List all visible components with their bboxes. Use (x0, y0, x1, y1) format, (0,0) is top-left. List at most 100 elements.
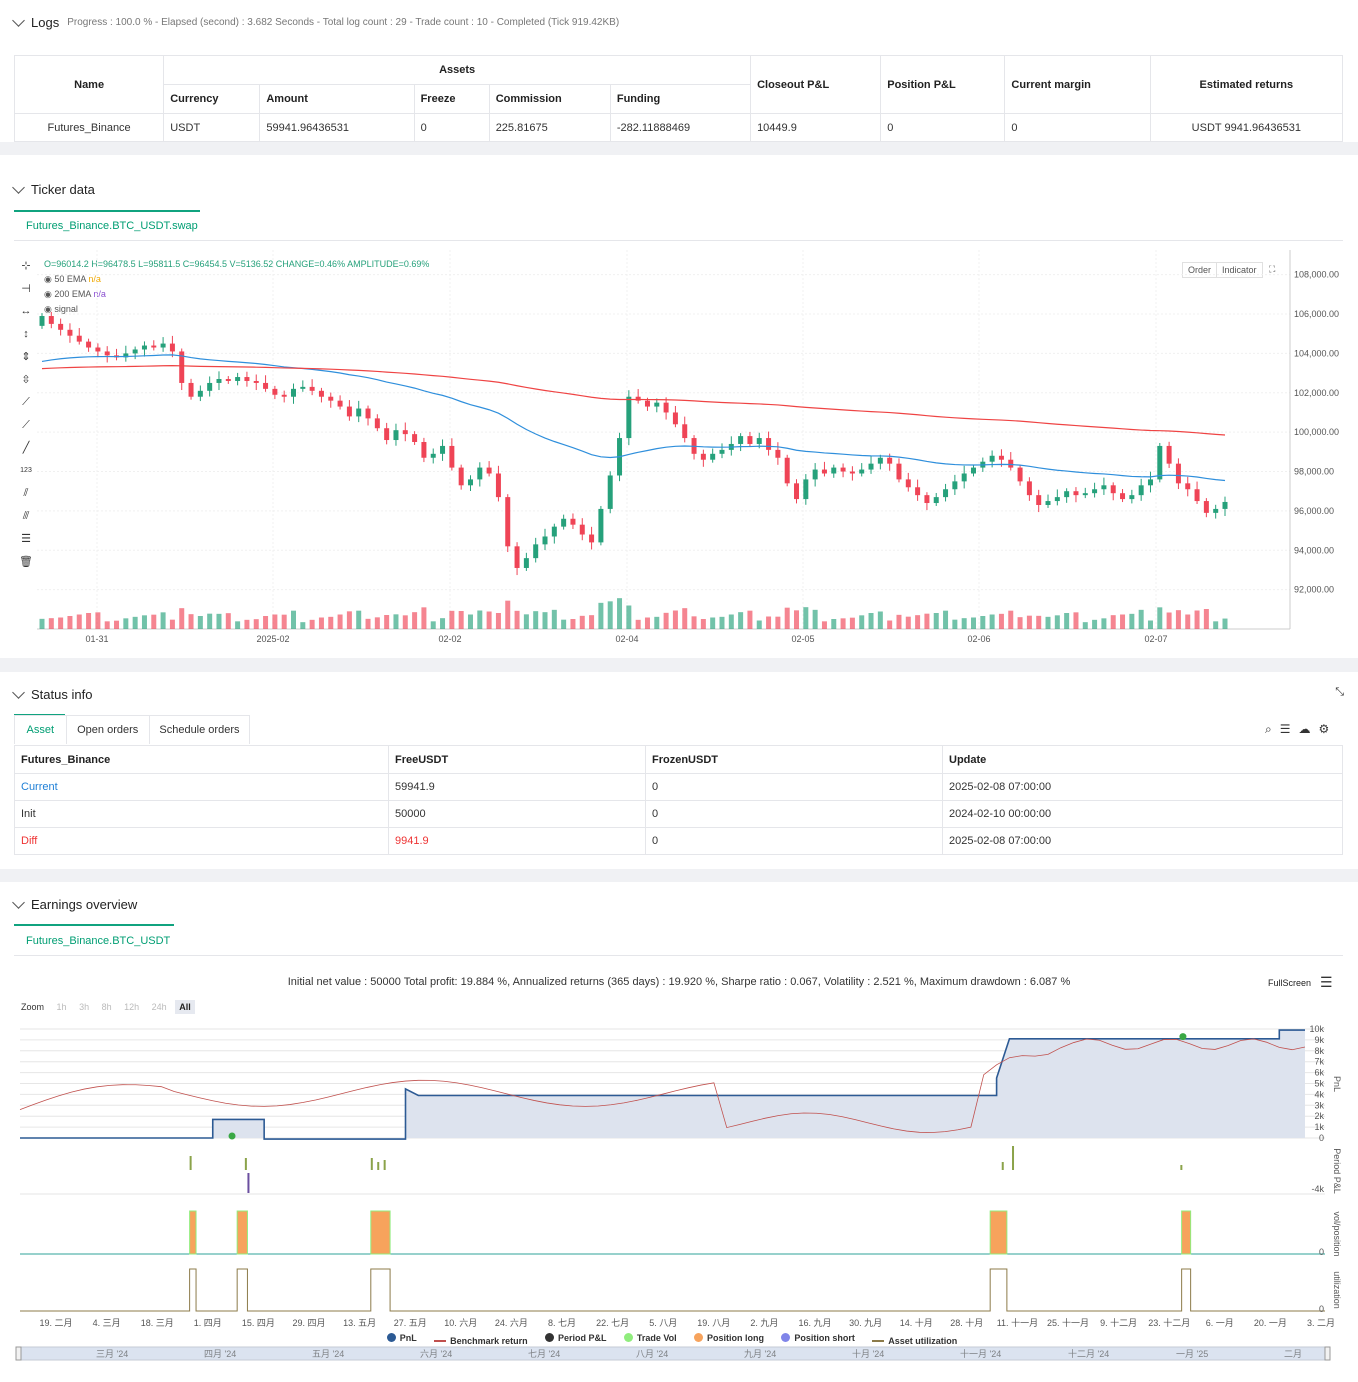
candle-body (95, 347, 101, 352)
volume-bar (523, 614, 529, 629)
candle-body (719, 449, 725, 454)
tab-schedule-orders[interactable]: Schedule orders (148, 716, 249, 744)
candle-body (337, 400, 343, 407)
earnings-header[interactable]: Earnings overview (12, 896, 137, 912)
volume-bar (39, 618, 45, 629)
status-header[interactable]: Status info (12, 686, 92, 702)
vertical-segment-icon[interactable]: ⇕ (21, 351, 31, 363)
zoom-8h[interactable]: 8h (101, 1002, 112, 1012)
navigator-label: 二月 (1284, 1349, 1302, 1359)
zoom-12h[interactable]: 12h (124, 1002, 140, 1012)
volume-bar (747, 610, 753, 629)
candle-body (365, 408, 371, 419)
legend-ema200[interactable]: ◉ 200 EMA n/a (44, 289, 106, 300)
gear-icon[interactable]: ⚙ (1318, 722, 1330, 736)
th-frozen: FrozenUSDT (645, 745, 943, 774)
legend-ema50-label: 50 EMA (54, 274, 86, 284)
volume-bar (244, 619, 250, 629)
legend-pnl[interactable]: PnL (386, 1333, 417, 1343)
x-tick-label: 2025-02 (256, 634, 289, 644)
volume-bar (943, 610, 949, 629)
ticker-header[interactable]: Ticker data (12, 181, 95, 197)
volume-bar (868, 613, 874, 629)
parallel-channel-icon[interactable]: ⫽ (23, 487, 29, 499)
tab-ticker-symbol[interactable]: Futures_Binance.BTC_USDT.swap (26, 220, 198, 232)
earnings-summary: Initial net value : 50000 Total profit: … (287, 976, 1071, 988)
legend-pnl-swatch (386, 1333, 396, 1342)
list-icon[interactable]: ☰ (1279, 722, 1291, 736)
candlestick-chart[interactable]: 108,000.00 106,000.00 104,000.00 102,000.00… (0, 155, 1358, 658)
candle-body (216, 379, 222, 383)
legend-position-long[interactable]: Position long (694, 1333, 764, 1343)
cloud-download-icon[interactable]: ☁ (1298, 722, 1311, 736)
indicator-button[interactable]: Indicator (1216, 262, 1263, 278)
vertical-line-icon[interactable]: ↕ (23, 328, 29, 340)
crosshair-icon[interactable]: ⊹ (21, 260, 31, 272)
horizontal-line-icon[interactable]: ⊣ (21, 283, 31, 295)
trend-line-icon[interactable]: ⟋ (22, 396, 30, 408)
legend-position-short[interactable]: Position short (781, 1333, 855, 1343)
order-button[interactable]: Order (1182, 262, 1218, 278)
vertical-ray-icon[interactable]: ⇳ (21, 374, 31, 386)
ray-line-icon[interactable]: ⟋ (22, 419, 30, 431)
period-bar (377, 1162, 380, 1170)
volume-bar (1194, 610, 1200, 629)
candle-body (998, 455, 1004, 460)
logs-header[interactable]: Logs Progress : 100.0 % - Elapsed (secon… (12, 14, 619, 30)
candle-body (579, 524, 585, 535)
eye-icon[interactable]: ◉ (44, 274, 52, 284)
candle-body (896, 463, 902, 480)
chevron-down-icon[interactable] (12, 14, 25, 27)
candle-body (831, 467, 837, 474)
volume-bar (859, 615, 865, 629)
cell-free: 9941.9 (388, 827, 646, 855)
cell-free: 50000 (388, 800, 646, 828)
trash-icon[interactable]: 🗑 (19, 556, 33, 568)
legend-benchmark[interactable]: Benchmark return (434, 1336, 528, 1346)
price-label-icon[interactable]: 123 (20, 467, 32, 474)
x-tick-label: 30. 九月 (849, 1318, 882, 1328)
eye-icon[interactable]: ◉ (44, 304, 52, 314)
volume-bar (384, 615, 390, 629)
volume-bar (551, 609, 557, 629)
y-tick-label: 4k (1314, 1089, 1324, 1099)
volume-bar (598, 602, 604, 629)
x-tick-label: 10. 六月 (444, 1317, 477, 1328)
menu-icon[interactable]: ☰ (1320, 974, 1333, 990)
volume-bar (1120, 614, 1126, 629)
legend-period-pnl[interactable]: Period P&L (544, 1333, 606, 1343)
segment-line-icon[interactable]: ╱ (22, 442, 30, 454)
zoom-all[interactable]: All (175, 1000, 195, 1014)
zoom-24h[interactable]: 24h (151, 1002, 167, 1012)
legend-signal[interactable]: ◉ signal (44, 304, 78, 315)
chevron-down-icon[interactable] (12, 686, 25, 699)
candle-body (1008, 459, 1014, 468)
volume-bar (1185, 614, 1191, 629)
navigator-label: 六月 '24 (420, 1348, 452, 1359)
expand-icon[interactable]: ⛶ (1264, 262, 1281, 277)
legend-asset-util[interactable]: Asset utilization (872, 1336, 957, 1346)
navigator-label: 十一月 '24 (960, 1348, 1001, 1359)
tab-asset[interactable]: Asset (26, 724, 55, 736)
legend-ema50[interactable]: ◉ 50 EMA n/a (44, 274, 101, 285)
candle-body (533, 544, 539, 559)
volume-bar (1101, 618, 1107, 629)
th-amount: Amount (259, 84, 415, 114)
zoom-3h[interactable]: 3h (79, 1002, 90, 1012)
candle-body (756, 438, 762, 444)
fib-icon[interactable]: ⫻ (22, 510, 30, 522)
row-label-current[interactable]: Current (14, 773, 389, 801)
fullscreen-button[interactable]: FullScreen (1268, 978, 1312, 988)
collapse-icon[interactable]: ⤡ (1335, 686, 1344, 698)
search-icon[interactable]: ⌕ (1265, 722, 1272, 736)
tab-earnings-symbol[interactable]: Futures_Binance.BTC_USDT (26, 935, 171, 947)
eye-icon[interactable]: ◉ (44, 289, 52, 299)
horizontal-ray-icon[interactable]: ↔ (20, 305, 32, 317)
layers-icon[interactable]: ☰ (21, 533, 31, 545)
zoom-1h[interactable]: 1h (56, 1002, 67, 1012)
legend-trade-vol[interactable]: Trade Vol (623, 1333, 677, 1343)
x-tick-label: 14. 十月 (900, 1317, 933, 1328)
volume-bar (970, 617, 976, 629)
tab-open-orders[interactable]: Open orders (65, 716, 149, 744)
